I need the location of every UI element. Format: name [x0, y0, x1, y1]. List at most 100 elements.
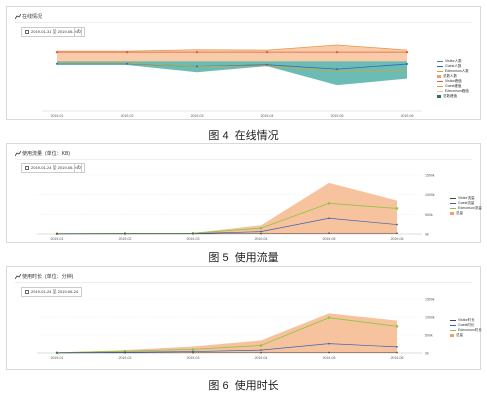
- x-tick-label: 2019-06: [391, 356, 404, 360]
- guest-point: [192, 350, 194, 353]
- unit-label: (单位：分钟): [45, 274, 74, 280]
- x-tick-label: 2019-02: [119, 237, 132, 241]
- guest-point: [196, 65, 198, 68]
- date-range-picker[interactable]: 2019-01-31 至 2019-06-24: [21, 27, 83, 37]
- y-tick-label: 1000k: [425, 316, 435, 320]
- legend-item[interactable]: Edmonson流量: [450, 206, 482, 211]
- date-range-picker[interactable]: 2019-01-24 至 2019-06-24: [21, 163, 83, 173]
- panel-title: 使用流量 (单位：KB): [15, 150, 70, 157]
- edmonson-point: [395, 325, 399, 328]
- panel-title-text: 使用时长: [22, 274, 43, 280]
- edmonson-point: [191, 348, 195, 351]
- edmonson-point: [327, 202, 331, 205]
- edmonson-point: [395, 207, 399, 210]
- y-tick-label: 500k: [425, 213, 433, 217]
- guest-point: [260, 230, 262, 233]
- y-tick-label: 0k: [425, 352, 429, 356]
- legend-item[interactable]: Guest峰值: [437, 84, 469, 89]
- figure-caption: 图 6 使用时长: [208, 380, 279, 392]
- traffic-usage-chart: 0k 500k 1000k 1500k 2019-01 2019-02 2019-03 201…: [37, 174, 435, 241]
- edmonson-series-line: [57, 62, 408, 72]
- legend-item[interactable]: Visitor时长: [450, 318, 482, 323]
- guest-series-line: [56, 343, 398, 354]
- traffic-usage-panel: 使用流量 (单位：KB) 2019-01-24 至 2019-06-24 ↻ 0k…: [6, 143, 482, 243]
- x-tick-label: 2019-01: [51, 237, 64, 241]
- visitor-point: [405, 50, 409, 54]
- legend-item[interactable]: Edmonson峰值: [437, 89, 469, 94]
- guest-point: [56, 62, 58, 65]
- divider: [15, 22, 472, 23]
- divider: [15, 159, 472, 160]
- visitor-point: [328, 232, 330, 235]
- y-tick-label: 500k: [425, 334, 433, 338]
- usage-duration-panel: 使用时长 (单位：分钟) 2019-01-24 至 2019-06-24 0k 50…: [6, 266, 482, 370]
- y-tick-label: 1000k: [425, 193, 435, 197]
- legend-item[interactable]: Visitor人数: [437, 59, 469, 64]
- legend-item[interactable]: 总量: [450, 211, 482, 216]
- y-tick-label: 1500k: [425, 298, 435, 302]
- legend-item[interactable]: Guest人数: [437, 64, 469, 69]
- online-status-chart: 2019-01 2019-02 2019-03 2019-04 2019-05 2019-…: [42, 44, 422, 118]
- chart-icon: [15, 14, 21, 20]
- total-area: [57, 182, 397, 234]
- unit-label: (单位：KB): [45, 151, 71, 157]
- guest-point: [328, 217, 330, 220]
- total-area: [57, 313, 397, 353]
- legend-item[interactable]: Guest时长: [450, 323, 482, 328]
- refresh-icon: ↻: [77, 165, 82, 171]
- figure-caption: 图 5 使用流量: [208, 252, 279, 264]
- x-tick-label: 2019-06: [391, 237, 404, 241]
- x-tick-label: 2019-04: [261, 114, 274, 118]
- x-tick-label: 2019-06: [401, 114, 414, 118]
- legend-item[interactable]: Edmonson人数: [437, 69, 469, 74]
- chart-legend: Visitor人数 Guest人数 Edmonson人数 总数人数 Visito…: [437, 59, 469, 99]
- legend-item[interactable]: Guest流量: [450, 201, 482, 206]
- legend-item[interactable]: 总数峰值: [437, 94, 469, 99]
- y-tick-label: 1500k: [425, 174, 435, 178]
- refresh-icon: ↻: [77, 29, 82, 35]
- refresh-button[interactable]: ↻: [74, 163, 85, 173]
- date-range-picker[interactable]: 2019-01-24 至 2019-06-24: [21, 287, 83, 297]
- y-tick-label: 0k: [425, 233, 429, 237]
- visitor-point: [125, 50, 129, 54]
- guest-point: [396, 223, 398, 226]
- legend-item[interactable]: Edmonson时长: [450, 328, 482, 333]
- chart-legend: Visitor流量 Guest流量 Edmonson流量 总量: [450, 196, 482, 216]
- x-tick-label: 2019-03: [187, 237, 200, 241]
- visitor-point: [335, 50, 339, 54]
- visitor-point: [124, 233, 126, 235]
- guest-point: [406, 63, 408, 66]
- visitor-point: [396, 232, 398, 235]
- chart-icon: [15, 274, 21, 280]
- visitor-point: [396, 351, 398, 354]
- edmonson-point: [259, 226, 263, 230]
- peak-series-line: [57, 44, 408, 52]
- visitor-point: [195, 50, 199, 54]
- legend-item[interactable]: Visitor流量: [450, 196, 482, 201]
- panel-title-text: 在线情况: [22, 14, 43, 20]
- visitor-point: [260, 351, 262, 354]
- visitor-point: [265, 50, 269, 54]
- refresh-button[interactable]: ↻: [74, 27, 85, 37]
- peak-band-area: [57, 45, 407, 62]
- x-tick-label: 2019-02: [119, 356, 132, 360]
- guest-point: [126, 62, 128, 65]
- calendar-icon: [25, 30, 29, 34]
- guest-point: [336, 68, 338, 71]
- legend-item[interactable]: 总数人数: [437, 74, 469, 79]
- panel-title-text: 使用流量: [22, 151, 43, 157]
- x-tick-label: 2019-02: [121, 114, 134, 118]
- visitor-point: [56, 233, 58, 235]
- x-tick-label: 2019-05: [323, 237, 336, 241]
- online-status-panel: 在线情况 2019-01-31 至 2019-06-24 ↻ 2019-01 20…: [6, 6, 481, 120]
- chart-legend: Visitor时长 Guest时长 Edmonson时长 总量: [450, 318, 482, 338]
- guest-point: [266, 63, 268, 66]
- date-range-text: 2019-01-24 至 2019-06-24: [31, 165, 79, 170]
- figure-caption: 图 4 在线情况: [208, 130, 279, 142]
- visitor-point: [55, 50, 59, 54]
- usage-duration-chart: 0k 500k 1000k 1500k 2019-01 2019-02 2019-03 201…: [37, 298, 435, 360]
- edmonson-point: [259, 344, 263, 347]
- legend-item[interactable]: Visitor峰值: [437, 79, 469, 84]
- x-tick-label: 2019-04: [255, 237, 268, 241]
- legend-item[interactable]: 总量: [450, 333, 482, 338]
